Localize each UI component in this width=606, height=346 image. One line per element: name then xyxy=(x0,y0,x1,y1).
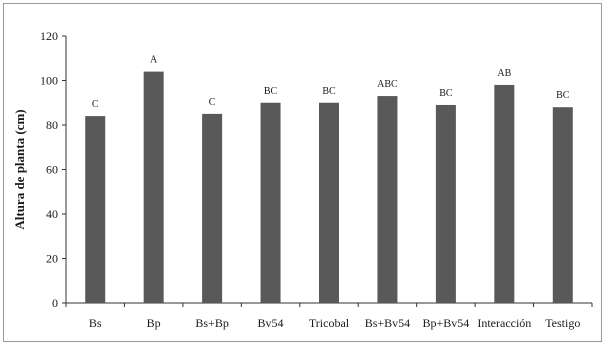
x-category-label: Bs+Bv54 xyxy=(365,316,410,330)
y-tick-label: 100 xyxy=(40,74,58,88)
bar xyxy=(85,116,106,303)
x-category-label: Bp xyxy=(147,316,161,330)
significance-letter: BC xyxy=(322,86,336,97)
significance-letter: ABC xyxy=(377,79,398,90)
y-tick-label: 60 xyxy=(46,163,58,177)
bar xyxy=(435,104,456,303)
bar xyxy=(143,71,164,303)
bars xyxy=(85,71,573,303)
x-category-label: Bp+Bv54 xyxy=(422,316,469,330)
bar xyxy=(552,107,573,303)
significance-letter: C xyxy=(209,97,216,108)
y-tick-label: 40 xyxy=(46,207,58,221)
y-tick-label: 20 xyxy=(46,252,58,266)
significance-letter: C xyxy=(92,99,99,110)
significance-letter: A xyxy=(150,55,158,66)
y-tick-label: 120 xyxy=(40,29,58,43)
y-axis: 0 20 40 60 80 100 120 xyxy=(40,29,67,310)
x-category-label: Tricobal xyxy=(309,316,350,330)
bar xyxy=(377,96,398,303)
x-category-label: Bs+Bp xyxy=(195,316,228,330)
bar xyxy=(202,113,223,303)
x-category-label: Bs xyxy=(89,316,102,330)
significance-letter: BC xyxy=(264,86,278,97)
significance-letter: AB xyxy=(497,68,511,79)
bar xyxy=(260,102,281,303)
bar xyxy=(494,84,515,303)
significance-letter: BC xyxy=(556,90,570,101)
significance-letter: BC xyxy=(439,88,453,99)
y-axis-label: Altura de planta (cm) xyxy=(12,109,27,229)
bar xyxy=(319,102,339,303)
x-category-label: Interacción xyxy=(477,316,531,330)
x-category-label: Testigo xyxy=(545,316,580,330)
y-tick-label: 0 xyxy=(52,296,58,310)
y-tick-label: 80 xyxy=(46,118,58,132)
significance-labels: C A C BC BC ABC BC AB BC xyxy=(92,55,570,111)
x-category-label: Bv54 xyxy=(258,316,284,330)
x-axis: Bs Bp Bs+Bp Bv54 Tricobal Bs+Bv54 Bp+Bv54 Inter… xyxy=(65,302,593,330)
